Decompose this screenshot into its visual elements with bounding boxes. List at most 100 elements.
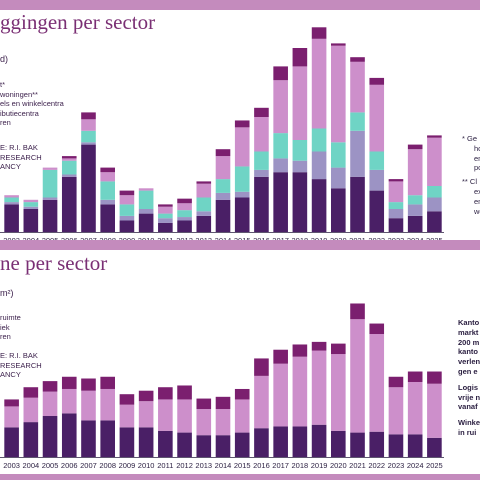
chart1-bar-2014-s2 (215, 179, 231, 193)
legend-item: ibutiecentra (0, 108, 39, 118)
chart1-bar-2015-s1 (234, 191, 250, 198)
chart1-bar-2016-s2 (254, 151, 269, 170)
section2-source: E: R.I. BAK RESEARCH ANCY (0, 351, 42, 380)
chart1-bar-2008-s3 (100, 172, 115, 182)
chart2-bar-2009-s1 (119, 404, 135, 428)
chart2-bar-2021-s2 (350, 303, 365, 320)
chart2-bar-2015-s2 (234, 388, 250, 400)
chart1-bar-2012-s0 (177, 220, 192, 232)
chart2-bar-2020-s2 (331, 343, 346, 355)
chart2-tick-label: 2004 (22, 461, 39, 470)
chart1-bar-2021-s2 (350, 112, 365, 131)
note-line: gen e (458, 366, 478, 376)
note-line: Kanto (458, 318, 480, 327)
chart1-bar-2006-s2 (61, 160, 77, 175)
note-line: markt (458, 327, 479, 337)
chart1-bar-2014-s4 (215, 149, 231, 157)
chart1-bar-2019-s2 (311, 128, 327, 152)
chart2-bar-2023-s2 (388, 376, 404, 388)
chart2-bar-2009-s2 (119, 394, 135, 405)
chart1-bar-2008-s1 (100, 199, 115, 205)
chart1-bar-2006-s1 (61, 174, 77, 177)
chart1-bar-2016-s4 (254, 107, 269, 117)
chart1-bar-2019-s1 (311, 151, 327, 180)
chart2-tick-label: 2018 (292, 461, 309, 470)
chart1-bar-2016-s1 (254, 169, 269, 177)
chart1-bar-2024-s0 (407, 215, 423, 232)
chart1-bar-2024-s1 (407, 204, 423, 216)
chart2-bar-2022-s0 (369, 431, 385, 457)
note-line: 200 m (458, 337, 480, 347)
chart2-bar-2013-s0 (196, 435, 212, 457)
chart1-bar-2005-s2 (42, 169, 58, 198)
chart1-bar-2008-s4 (100, 167, 115, 173)
chart2-tick-label: 2015 (234, 461, 251, 470)
chart1-bar-2020-s1 (331, 167, 346, 189)
section2-title: ne per sector (0, 251, 108, 275)
chart1-bar-2013-s3 (196, 183, 212, 198)
chart2-tick-label: 2017 (272, 461, 289, 470)
chart1-bar-2023-s0 (388, 218, 404, 232)
chart1-bar-2025-s3 (427, 137, 442, 186)
chart2-bar-2017-s1 (273, 363, 288, 427)
legend-item: iek (0, 322, 10, 332)
chart2-bar-2003-s0 (4, 427, 19, 457)
legend-item: ruimte (0, 313, 21, 322)
chart2-bar-2014-s0 (215, 435, 231, 457)
chart2-bar-2006-s1 (61, 388, 77, 414)
chart2-tick-label: 2020 (330, 461, 347, 470)
chart1-bar-2012-s3 (177, 203, 192, 211)
chart1-bar-2004-s0 (23, 209, 39, 232)
chart1-bar-2005-s1 (42, 197, 58, 200)
chart1-bar-2021-s3 (350, 61, 365, 113)
note-line: verlen (458, 357, 480, 367)
chart2-bar-2019-s0 (311, 424, 327, 457)
chart2-bar-2020-s1 (331, 354, 346, 431)
chart1-bar-2003-s2 (4, 197, 19, 203)
chart2-tick-label: 2003 (3, 461, 20, 470)
source-line: E: R.I. BAK (0, 143, 38, 152)
chart2-bar-2025-s0 (427, 437, 442, 457)
chart2-bar-2022-s2 (369, 323, 385, 335)
chart1-bar-2013-s1 (196, 211, 212, 216)
chart2-bar-2025-s2 (427, 371, 442, 384)
note-line: po (474, 163, 480, 173)
legend-item: els en winkelcentra (0, 99, 64, 108)
chart2-bar-2007-s0 (81, 420, 96, 457)
note-line: en (474, 153, 480, 163)
chart1-bar-2018-s0 (292, 172, 308, 232)
chart2-bar-2012-s1 (177, 399, 192, 433)
legend-item: woningen** (0, 89, 38, 99)
chart1-bar-2012-s2 (177, 210, 192, 218)
chart1-bar-2018-s2 (292, 140, 308, 161)
chart2-bar-2016-s0 (254, 428, 269, 457)
chart1-bar-2025-s0 (427, 211, 442, 232)
note-line: en (474, 196, 480, 206)
chart2-bar-2007-s2 (81, 378, 96, 391)
note-line: in rui (458, 427, 477, 437)
chart2-bar-2003-s2 (4, 399, 19, 407)
chart2-bar-2025-s1 (427, 383, 442, 438)
chart2-bar-2014-s2 (215, 396, 231, 410)
chart1-bar-2015-s0 (234, 197, 250, 232)
note-line: * Ge (462, 134, 478, 143)
chart2-bar-2005-s2 (42, 381, 58, 392)
chart1-bar-2003-s0 (4, 204, 19, 232)
chart1-bar-2009-s1 (119, 215, 135, 221)
chart1-bar-2017-s3 (273, 80, 288, 134)
chart1-bar-2025-s1 (427, 197, 442, 212)
chart1-bar-2011-s4 (158, 204, 173, 207)
note-line: ho (474, 143, 480, 153)
chart2-bar-2008-s0 (100, 420, 115, 457)
chart2-tick-label: 2023 (388, 461, 405, 470)
chart1-bar-2024-s4 (407, 144, 423, 150)
chart1-bar-2022-s0 (369, 190, 385, 232)
chart1-bar-2013-s2 (196, 197, 212, 212)
chart1-bar-2019-s3 (311, 38, 327, 129)
section1-title: ggingen per sector (0, 10, 156, 34)
chart1-bar-2018-s4 (292, 48, 308, 67)
chart2-bar-2006-s2 (61, 376, 77, 389)
chart2-bar-2015-s0 (234, 432, 250, 457)
source-line: E: R.I. BAK (0, 351, 38, 360)
note-line: kanto (458, 347, 479, 357)
